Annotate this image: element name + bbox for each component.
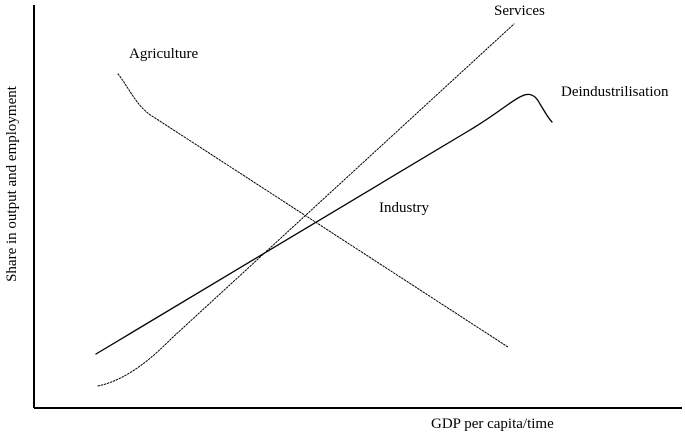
x-axis-label: GDP per capita/time — [431, 416, 554, 432]
deindustrialisation-label: Deindustrilisation — [561, 84, 669, 100]
y-axis-label: Share in output and employment — [4, 85, 20, 282]
industry-label: Industry — [379, 200, 429, 216]
services-curve — [97, 23, 515, 387]
agriculture-label: Agriculture — [129, 46, 198, 62]
industry-curve — [95, 93, 553, 355]
services-label: Services — [494, 3, 545, 19]
agriculture-curve — [117, 73, 509, 348]
